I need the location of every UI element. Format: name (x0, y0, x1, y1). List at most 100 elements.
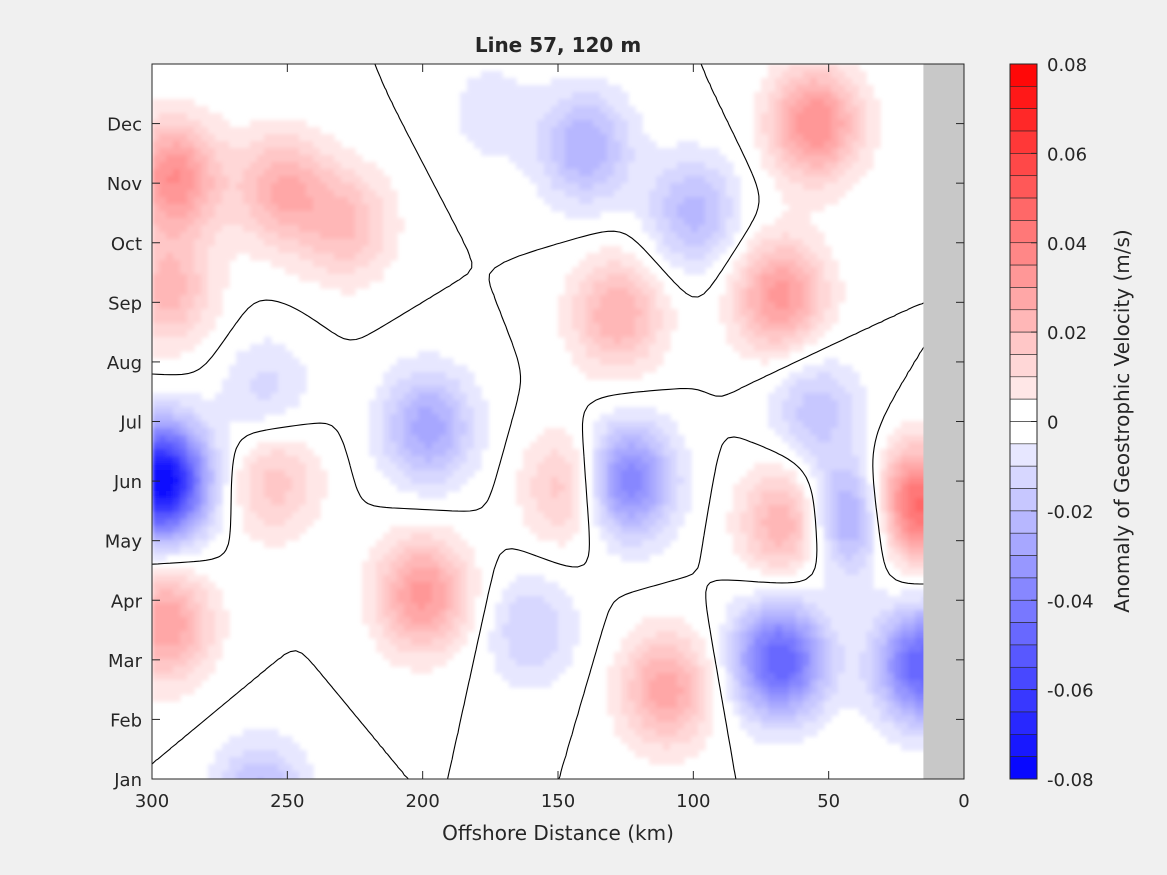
heatmap-cell (789, 533, 797, 541)
heatmap-cell (467, 603, 475, 611)
heatmap-cell (397, 526, 405, 534)
heatmap-cell (222, 274, 230, 282)
heatmap-cell (243, 463, 251, 471)
heatmap-cell (607, 428, 615, 436)
heatmap-cell (796, 78, 804, 86)
heatmap-cell (824, 484, 832, 492)
heatmap-cell (243, 372, 251, 380)
heatmap-cell (649, 407, 657, 415)
heatmap-cell (803, 330, 811, 338)
heatmap-cell (159, 519, 167, 527)
heatmap-cell (901, 540, 909, 548)
heatmap-cell (152, 288, 160, 296)
heatmap-cell (537, 85, 545, 93)
heatmap-cell (572, 631, 580, 639)
heatmap-cell (649, 232, 657, 240)
heatmap-cell (166, 638, 174, 646)
heatmap-cell (166, 162, 174, 170)
heatmap-cell (551, 456, 559, 464)
heatmap-cell (201, 225, 209, 233)
heatmap-cell (236, 197, 244, 205)
heatmap-cell (299, 190, 307, 198)
heatmap-cell (621, 99, 629, 107)
heatmap-cell (817, 232, 825, 240)
heatmap-cell (327, 204, 335, 212)
heatmap-cell (208, 512, 216, 520)
heatmap-cell (572, 120, 580, 128)
heatmap-cell (530, 526, 538, 534)
heatmap-cell (642, 645, 650, 653)
heatmap-cell (250, 470, 258, 478)
heatmap-cell (796, 421, 804, 429)
heatmap-cell (831, 288, 839, 296)
heatmap-cell (264, 533, 272, 541)
heatmap-cell (803, 337, 811, 345)
heatmap-cell (880, 631, 888, 639)
heatmap-cell (775, 393, 783, 401)
heatmap-cell (803, 393, 811, 401)
heatmap-cell (810, 204, 818, 212)
heatmap-cell (796, 204, 804, 212)
heatmap-cell (824, 295, 832, 303)
heatmap-cell (656, 645, 664, 653)
heatmap-cell (208, 113, 216, 121)
heatmap-cell (824, 127, 832, 135)
heatmap-cell (544, 463, 552, 471)
heatmap-cell (642, 351, 650, 359)
heatmap-cell (817, 617, 825, 625)
heatmap-cell (397, 596, 405, 604)
heatmap-cell (327, 162, 335, 170)
heatmap-cell (236, 407, 244, 415)
heatmap-cell (180, 596, 188, 604)
heatmap-cell (194, 330, 202, 338)
heatmap-cell (796, 344, 804, 352)
heatmap-cell (236, 477, 244, 485)
heatmap-cell (362, 589, 370, 597)
heatmap-cell (579, 260, 587, 268)
heatmap-cell (215, 652, 223, 660)
heatmap-cell (782, 470, 790, 478)
heatmap-cell (495, 645, 503, 653)
heatmap-cell (390, 463, 398, 471)
heatmap-cell (152, 302, 160, 310)
heatmap-cell (194, 204, 202, 212)
heatmap-cell (642, 526, 650, 534)
heatmap-cell (502, 652, 510, 660)
heatmap-cell (831, 617, 839, 625)
heatmap-cell (222, 267, 230, 275)
heatmap-cell (621, 526, 629, 534)
heatmap-cell (789, 113, 797, 121)
heatmap-cell (166, 652, 174, 660)
heatmap-cell (376, 197, 384, 205)
heatmap-cell (663, 155, 671, 163)
heatmap-cell (264, 120, 272, 128)
heatmap-cell (159, 582, 167, 590)
heatmap-cell (712, 204, 720, 212)
heatmap-cell (222, 218, 230, 226)
heatmap-cell (859, 78, 867, 86)
heatmap-cell (173, 309, 181, 317)
heatmap-cell (635, 316, 643, 324)
heatmap-cell (404, 645, 412, 653)
heatmap-cell (789, 78, 797, 86)
heatmap-cell (467, 134, 475, 142)
heatmap-cell (313, 204, 321, 212)
heatmap-cell (180, 652, 188, 660)
heatmap-cell (453, 561, 461, 569)
heatmap-cell (628, 477, 636, 485)
heatmap-cell (187, 274, 195, 282)
heatmap-cell (782, 498, 790, 506)
heatmap-cell (516, 155, 524, 163)
heatmap-cell (775, 127, 783, 135)
heatmap-cell (250, 246, 258, 254)
heatmap-cell (180, 316, 188, 324)
heatmap-cell (250, 127, 258, 135)
heatmap-cell (173, 351, 181, 359)
heatmap-cell (152, 281, 160, 289)
heatmap-cell (271, 253, 279, 261)
heatmap-cell (201, 617, 209, 625)
heatmap-cell (544, 442, 552, 450)
heatmap-cell (222, 442, 230, 450)
heatmap-cell (194, 526, 202, 534)
heatmap-cell (537, 596, 545, 604)
